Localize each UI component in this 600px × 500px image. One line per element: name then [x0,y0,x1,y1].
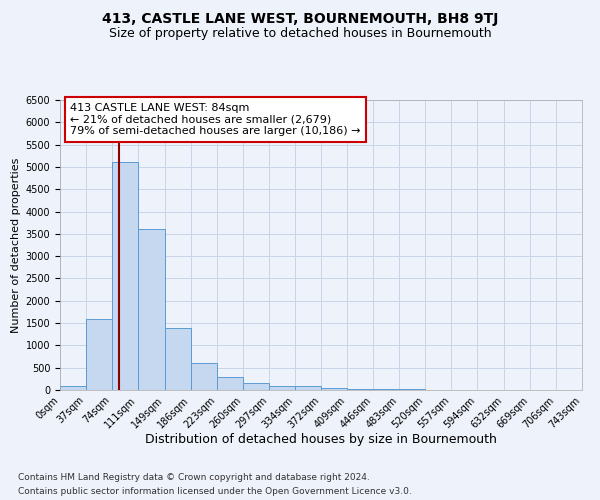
Y-axis label: Number of detached properties: Number of detached properties [11,158,22,332]
Text: Contains public sector information licensed under the Open Government Licence v3: Contains public sector information licen… [18,488,412,496]
Bar [217,376,242,390]
Bar [373,389,400,390]
Text: Contains HM Land Registry data © Crown copyright and database right 2024.: Contains HM Land Registry data © Crown c… [18,472,370,482]
Bar [242,384,269,390]
Bar [269,386,295,390]
Bar [60,386,86,390]
Text: Size of property relative to detached houses in Bournemouth: Size of property relative to detached ho… [109,28,491,40]
Bar [322,388,347,390]
Bar [191,363,217,390]
Bar [112,162,138,390]
Text: Distribution of detached houses by size in Bournemouth: Distribution of detached houses by size … [145,432,497,446]
Bar [138,230,164,390]
Text: 413, CASTLE LANE WEST, BOURNEMOUTH, BH8 9TJ: 413, CASTLE LANE WEST, BOURNEMOUTH, BH8 … [102,12,498,26]
Bar [295,386,322,390]
Bar [347,388,373,390]
Text: 413 CASTLE LANE WEST: 84sqm
← 21% of detached houses are smaller (2,679)
79% of : 413 CASTLE LANE WEST: 84sqm ← 21% of det… [70,103,361,136]
Bar [164,328,191,390]
Bar [86,318,112,390]
